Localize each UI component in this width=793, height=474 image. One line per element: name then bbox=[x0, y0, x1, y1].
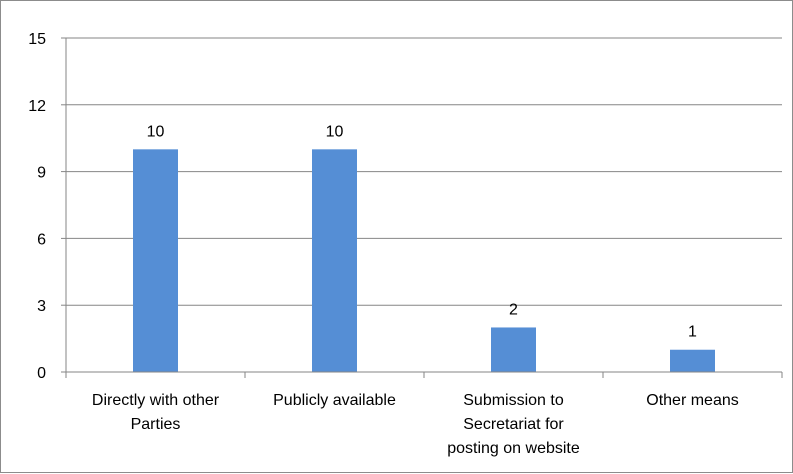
data-label: 2 bbox=[509, 301, 518, 318]
y-tick-labels: 0 3 6 9 12 15 bbox=[28, 31, 46, 382]
y-tick-label: 6 bbox=[37, 231, 46, 248]
x-tick-label-line: Secretariat for bbox=[463, 416, 564, 433]
y-tick-label: 12 bbox=[28, 98, 46, 115]
x-tick-label: Directly with other Parties bbox=[92, 392, 220, 433]
x-tick-label-line: posting on website bbox=[447, 440, 580, 457]
y-tick-label: 9 bbox=[37, 165, 46, 182]
bar bbox=[133, 149, 178, 372]
gridlines bbox=[66, 37, 782, 306]
x-tick-label-line: Publicly available bbox=[273, 392, 396, 409]
axes bbox=[61, 37, 783, 378]
x-tick-label: Submission to Secretariat for posting on w… bbox=[447, 392, 580, 457]
x-tick-label: Other means bbox=[646, 392, 738, 409]
y-tick-label: 15 bbox=[28, 31, 46, 48]
data-labels: 10 10 2 1 bbox=[147, 123, 697, 340]
bar bbox=[491, 327, 536, 372]
data-label: 10 bbox=[326, 123, 344, 140]
x-tick-label-line: Directly with other bbox=[92, 392, 220, 409]
y-tick-label: 0 bbox=[37, 365, 46, 382]
x-tick-label-line: Parties bbox=[131, 416, 181, 433]
y-tick-label: 3 bbox=[37, 298, 46, 315]
x-tick-label-line: Other means bbox=[646, 392, 738, 409]
bars bbox=[133, 149, 715, 372]
data-label: 10 bbox=[147, 123, 165, 140]
data-label: 1 bbox=[688, 324, 697, 341]
bar bbox=[670, 349, 715, 372]
x-tick-label: Publicly available bbox=[273, 392, 396, 409]
x-tick-label-line: Submission to bbox=[463, 392, 564, 409]
bar bbox=[312, 149, 357, 372]
x-tick-labels: Directly with other Parties Publicly avail… bbox=[92, 392, 739, 457]
